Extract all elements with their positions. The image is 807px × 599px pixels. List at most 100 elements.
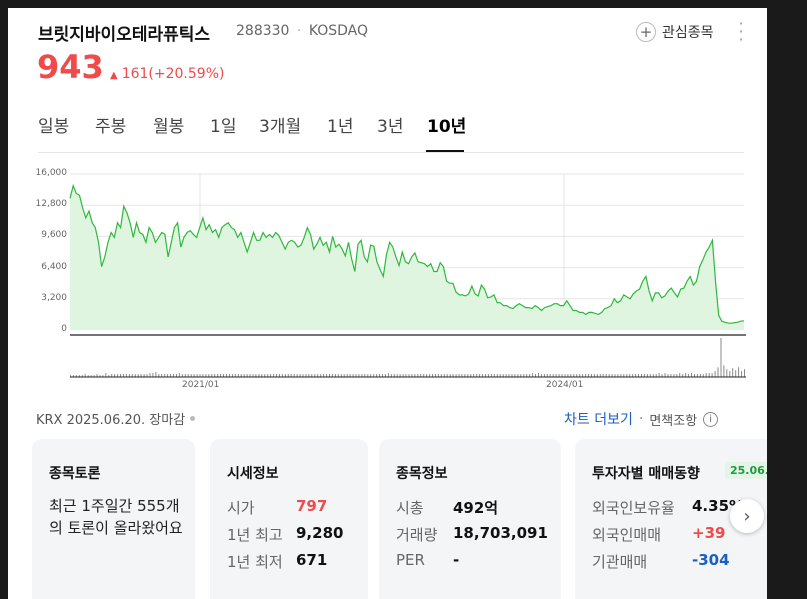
investor-label-institution-trade: 기관매매 (592, 553, 648, 571)
favorite-button[interactable]: + 관심종목 (636, 20, 714, 44)
volume-bar (482, 374, 484, 377)
volume-bar (196, 374, 198, 377)
tab-3years[interactable]: 3년 (377, 117, 404, 137)
investor-label-foreign-ratio: 외국인보유율 (592, 499, 675, 517)
volume-bar (485, 374, 486, 377)
volume-bar (673, 374, 675, 377)
volume-bar (437, 374, 439, 377)
y-tick-label: 9,600 (41, 230, 67, 241)
quote-label-52w-low: 1년 최저 (227, 553, 283, 571)
up-triangle-icon: ▲ (110, 70, 118, 81)
y-tick-label: 12,800 (35, 199, 68, 210)
separator-dot: · (296, 23, 302, 39)
volume-bar (399, 374, 401, 377)
volume-bar (311, 374, 313, 377)
more-options-icon[interactable]: · · · (738, 14, 744, 49)
volume-bar (744, 369, 745, 377)
volume-bar (629, 374, 631, 377)
tab-monthly[interactable]: 월봉 (153, 117, 185, 137)
tab-daily[interactable]: 일봉 (38, 117, 70, 137)
tab-1year[interactable]: 1년 (327, 117, 354, 137)
tab-10years[interactable]: 10년 (427, 117, 467, 137)
volume-bar (626, 374, 628, 377)
volume-bar (317, 374, 319, 377)
volume-bar (461, 374, 463, 377)
volume-bar (638, 374, 639, 377)
period-tabs: 일봉 주봉 월봉 1일 3개월 1년 3년 10년 (38, 112, 478, 138)
volume-bar (646, 374, 648, 377)
info-label-per: PER (396, 551, 425, 569)
volume-bar (108, 375, 110, 378)
chevron-right-icon[interactable]: › (730, 499, 764, 533)
volume-bar (158, 374, 160, 377)
volume-bar (87, 375, 89, 378)
volume-bar (296, 374, 298, 377)
volume-bar (293, 374, 295, 377)
volume-bar (96, 374, 98, 377)
volume-bar (655, 374, 657, 377)
volume-bar (376, 374, 378, 377)
volume-bar (290, 374, 292, 377)
volume-bar (193, 374, 195, 377)
volume-bar (411, 374, 413, 377)
volume-bar (679, 373, 681, 377)
volume-bar (117, 374, 119, 377)
volume-bar (270, 374, 272, 377)
volume-bar (93, 375, 95, 378)
volume-bar (476, 374, 478, 377)
tab-1day[interactable]: 1일 (210, 117, 237, 137)
price-chart[interactable] (8, 8, 767, 388)
volume-bar (149, 373, 151, 377)
volume-bar (623, 374, 625, 377)
favorite-label: 관심종목 (662, 25, 714, 41)
investor-value-foreign-trade: +39 (692, 524, 726, 542)
volume-bar (379, 374, 380, 377)
volume-bar (70, 375, 71, 378)
volume-bar (538, 373, 539, 377)
tab-3months[interactable]: 3개월 (259, 117, 302, 137)
volume-bar (405, 374, 407, 377)
volume-bar (267, 374, 269, 377)
quote-panel[interactable]: 시세정보 시가 797 1년 최고 9,280 1년 최저 671 (210, 439, 368, 599)
volume-bar (334, 374, 336, 377)
volume-bar (199, 374, 201, 377)
tab-weekly[interactable]: 주봉 (95, 117, 127, 137)
y-tick-label: 16,000 (35, 168, 68, 178)
disclaimer-link[interactable]: 면책조항 (649, 413, 698, 429)
quote-label-open: 시가 (227, 499, 255, 517)
volume-bar (523, 374, 525, 377)
info-icon[interactable]: i (703, 411, 719, 427)
volume-bar (146, 374, 148, 377)
volume-bar (487, 374, 489, 377)
volume-bar (508, 374, 510, 377)
y-tick-label: 0 (61, 324, 67, 334)
volume-bar (470, 374, 472, 377)
volume-bar (632, 374, 634, 377)
volume-bar (596, 374, 598, 377)
stock-info-panel[interactable]: 종목정보 시총 492억 거래량 18,703,091 PER - (379, 439, 561, 599)
volume-bar (246, 374, 248, 377)
chart-more-link[interactable]: 차트 더보기 (564, 412, 633, 428)
volume-bar (691, 373, 692, 377)
volume-bar (582, 374, 584, 377)
volume-bar (231, 374, 233, 377)
volume-bar (329, 374, 330, 377)
volume-bar (658, 373, 660, 377)
chart-links: 차트 더보기 · 면책조항 i (564, 409, 719, 429)
volume-bar (696, 374, 698, 377)
volume-bar (120, 374, 121, 377)
volume-bar (608, 374, 610, 377)
volume-bar (685, 373, 687, 377)
volume-bar (125, 374, 127, 377)
info-value-per: - (453, 551, 460, 569)
volume-bar (299, 374, 301, 377)
volume-bar (152, 373, 154, 377)
volume-bar (496, 374, 498, 377)
current-price: 943 (37, 48, 104, 86)
volume-bar (458, 374, 460, 377)
volume-bar (234, 374, 236, 377)
info-value-marketcap: 492억 (453, 499, 499, 517)
volume-bar (143, 374, 145, 377)
discussion-panel[interactable]: 종목토론 최근 1주일간 555개의 토론이 올라왔어요 (32, 439, 195, 599)
volume-bar (314, 374, 316, 377)
